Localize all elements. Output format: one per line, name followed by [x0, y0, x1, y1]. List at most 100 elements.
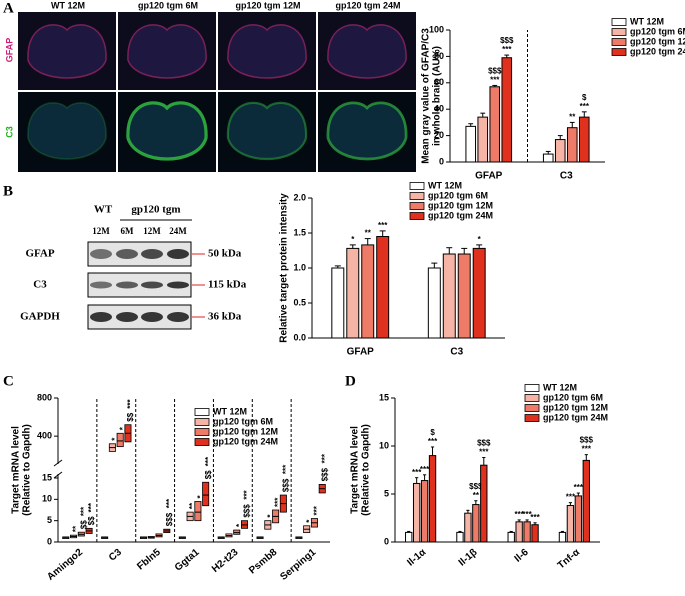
legend-swatch — [409, 192, 425, 200]
blot-row-label: C3 — [33, 279, 47, 291]
lane-label: 6M — [121, 226, 135, 236]
significance: $$ — [87, 516, 96, 525]
legend-label: gp120 tgm 12M — [428, 200, 493, 210]
lane-label: 12M — [92, 226, 110, 236]
significance: $$$ — [281, 478, 290, 492]
column-title: WT 12M — [51, 0, 85, 10]
significance: *** — [165, 498, 174, 508]
y-axis-label: Target mRNA level — [350, 426, 361, 514]
significance: $$$ — [488, 67, 502, 76]
y-axis-label: Mean gray value of GFAP/C3 — [421, 28, 432, 164]
blot-group: WT — [94, 204, 113, 216]
significance: *** — [87, 502, 96, 512]
blot-size: 36 kDa — [208, 311, 242, 323]
x-tick-label: Il-1β — [457, 547, 480, 569]
bar — [456, 531, 464, 543]
legend-swatch — [611, 18, 627, 26]
bar — [420, 480, 429, 543]
legend-swatch — [524, 394, 540, 402]
brain-section — [27, 24, 107, 79]
brain-section — [127, 24, 207, 79]
significance: *** — [378, 221, 388, 230]
significance: *** — [274, 497, 283, 507]
significance: *** — [320, 453, 329, 463]
significance: *** — [530, 513, 540, 522]
y-tick-label: 0.0 — [293, 332, 306, 342]
y-tick-label: 80 — [434, 51, 444, 61]
x-tick-label: Serping1 — [278, 547, 318, 583]
bar — [480, 464, 488, 543]
panel-label: B — [3, 183, 13, 199]
significance: $$$ — [243, 504, 252, 518]
y-tick-label: 40 — [434, 104, 444, 114]
significance: *** — [580, 102, 590, 111]
bar — [346, 247, 360, 339]
column-title: gp120 tgm 24M — [335, 0, 400, 10]
legend-label: gp120 tgm 6M — [213, 416, 273, 426]
panel-label: D — [345, 373, 356, 389]
legend-swatch — [611, 28, 627, 36]
legend-swatch — [409, 212, 425, 220]
blot-band — [116, 312, 138, 322]
y-tick-label: 20 — [434, 130, 444, 140]
x-tick-label: Psmb8 — [247, 547, 280, 577]
significance: *** — [490, 76, 500, 85]
blot-band — [90, 249, 112, 259]
bar — [376, 236, 390, 339]
significance: * — [118, 426, 127, 430]
legend-label: WT 12M — [543, 382, 577, 392]
brain-section — [227, 24, 307, 79]
legend-label: WT 12M — [630, 16, 664, 26]
box — [202, 481, 210, 507]
column-title: gp120 tgm 6M — [138, 0, 198, 10]
blot-size: 50 kDa — [208, 248, 242, 260]
y-tick-label: 1.0 — [293, 262, 306, 272]
bar — [558, 531, 567, 543]
blot-band — [116, 281, 138, 289]
y-tick-label: 10 — [379, 440, 389, 450]
box — [116, 432, 124, 448]
blot-band — [167, 281, 189, 289]
significance: ** — [188, 502, 197, 509]
significance: $$ — [79, 520, 88, 529]
significance: *** — [126, 398, 135, 408]
blot-band — [167, 312, 189, 322]
legend-swatch — [524, 384, 540, 392]
bar — [542, 153, 554, 163]
bar — [507, 531, 515, 543]
axis-break — [53, 459, 63, 467]
y-tick-label: 400 — [37, 431, 52, 441]
bar — [515, 521, 523, 543]
legend-label: gp120 tgm 12M — [630, 36, 685, 46]
x-tick-label: Tnf-α — [556, 546, 583, 571]
micrographs: WT 12M gp120 tgm 6M gp120 tgm 12M gp120 … — [4, 0, 416, 172]
x-tick-label: Il-6 — [513, 547, 531, 565]
significance: *** — [582, 445, 592, 454]
bar — [405, 531, 413, 543]
bar — [554, 139, 566, 163]
x-tick-label: GFAP — [347, 347, 375, 358]
significance: *** — [566, 493, 576, 502]
bar — [582, 459, 590, 543]
y-axis-label: (Relative to Gapdh) — [22, 424, 33, 516]
y-tick-label: 2.0 — [293, 192, 306, 202]
bar — [361, 244, 375, 339]
significance: *** — [574, 483, 584, 492]
blot-band — [90, 281, 112, 289]
y-tick-label: 0 — [439, 156, 444, 166]
column-title: gp120 tgm 12M — [235, 0, 300, 10]
bar — [464, 512, 472, 543]
legend-swatch — [409, 182, 425, 190]
y-tick-label: 15 — [42, 472, 52, 482]
bar — [472, 504, 480, 543]
significance: *** — [412, 468, 422, 477]
significance: * — [478, 235, 482, 244]
y-tick-label: 5 — [384, 488, 389, 498]
bar — [501, 57, 513, 163]
y-axis-label: (Relative to Gapdh) — [361, 424, 372, 516]
significance: *** — [479, 448, 489, 457]
x-tick-label: Fbln5 — [135, 547, 163, 573]
bar — [331, 267, 345, 339]
legend-label: gp120 tgm 6M — [543, 392, 603, 402]
bar — [489, 86, 501, 163]
